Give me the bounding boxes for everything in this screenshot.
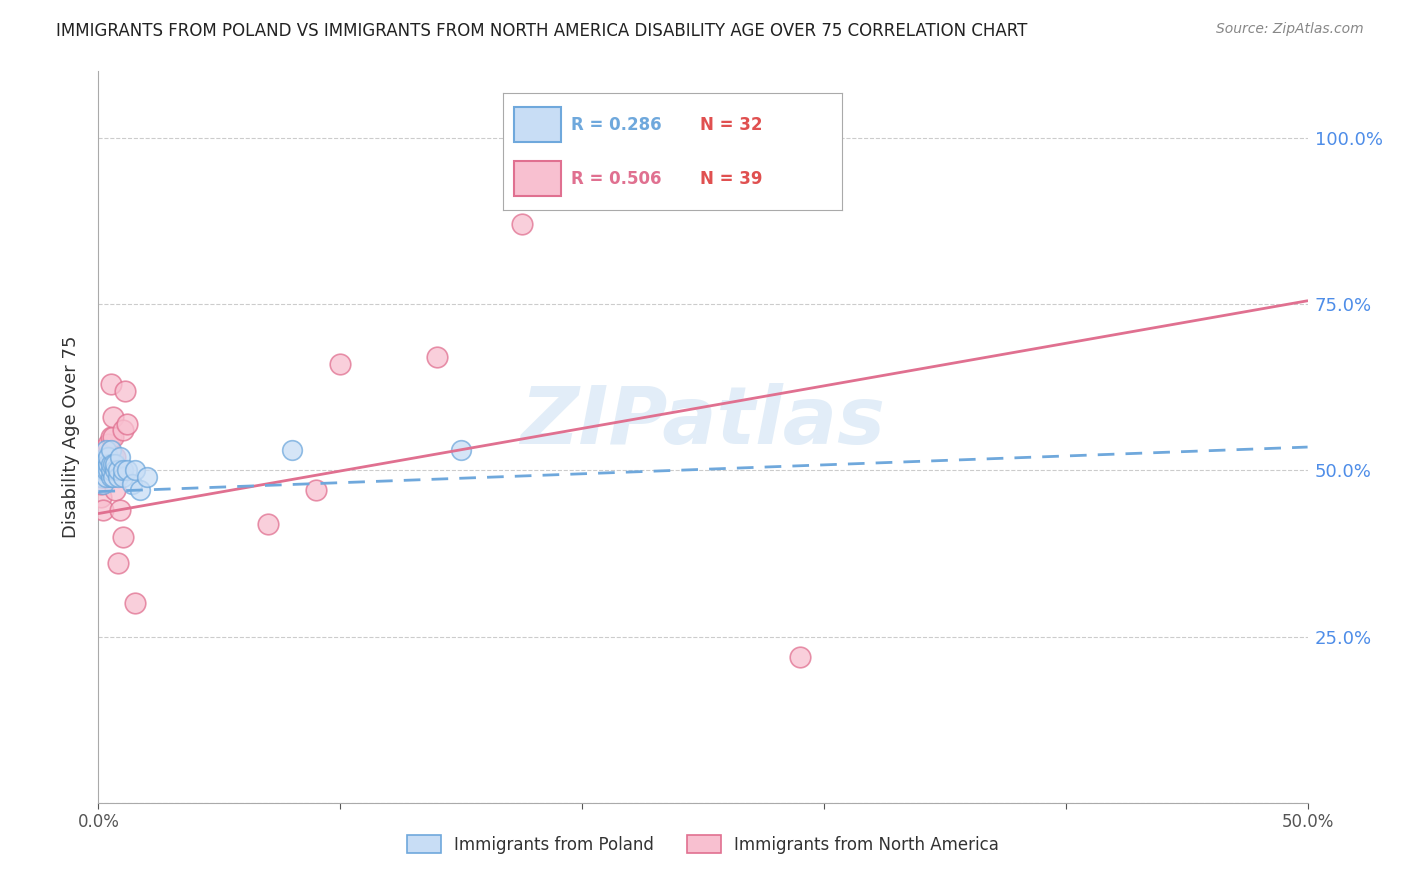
Point — [256, 516, 278, 531]
Point — [101, 450, 124, 464]
Point — [104, 463, 127, 477]
Point — [90, 463, 112, 477]
Point — [111, 530, 134, 544]
Point — [111, 470, 134, 484]
Point — [692, 131, 714, 145]
Point — [94, 450, 117, 464]
Text: Source: ZipAtlas.com: Source: ZipAtlas.com — [1216, 22, 1364, 37]
Point — [101, 430, 124, 444]
Point — [91, 503, 114, 517]
Point — [94, 450, 117, 464]
Point — [121, 476, 143, 491]
Text: ZIPatlas: ZIPatlas — [520, 384, 886, 461]
Point — [91, 470, 114, 484]
Point — [94, 457, 117, 471]
Point — [91, 457, 114, 471]
Point — [104, 483, 127, 498]
Point — [108, 503, 131, 517]
Point — [94, 443, 117, 458]
Point — [789, 649, 811, 664]
Point — [100, 463, 122, 477]
Text: IMMIGRANTS FROM POLAND VS IMMIGRANTS FROM NORTH AMERICA DISABILITY AGE OVER 75 C: IMMIGRANTS FROM POLAND VS IMMIGRANTS FRO… — [56, 22, 1028, 40]
Point — [117, 417, 139, 431]
Point — [426, 351, 449, 365]
Point — [91, 463, 114, 477]
Point — [305, 483, 328, 498]
Point — [97, 463, 120, 477]
Point — [108, 450, 131, 464]
Point — [97, 457, 120, 471]
Point — [100, 457, 122, 471]
Point — [104, 457, 127, 471]
Point — [94, 470, 117, 484]
Point — [100, 470, 122, 484]
Point — [91, 443, 114, 458]
Point — [100, 443, 122, 458]
Point — [91, 476, 114, 491]
Point — [101, 470, 124, 484]
Point — [124, 596, 146, 610]
Point — [97, 463, 120, 477]
Point — [94, 470, 117, 484]
Point — [97, 450, 120, 464]
Point — [97, 470, 120, 484]
Point — [124, 463, 146, 477]
Point — [90, 470, 112, 484]
Point — [117, 463, 139, 477]
Point — [97, 436, 120, 450]
Point — [111, 424, 134, 438]
Point — [91, 463, 114, 477]
Point — [100, 430, 122, 444]
Legend: Immigrants from Poland, Immigrants from North America: Immigrants from Poland, Immigrants from … — [401, 829, 1005, 860]
Point — [107, 557, 129, 571]
Y-axis label: Disability Age Over 75: Disability Age Over 75 — [62, 335, 80, 539]
Point — [107, 470, 129, 484]
Point — [135, 470, 157, 484]
Point — [281, 443, 304, 458]
Point — [128, 483, 150, 498]
Point — [90, 490, 112, 504]
Point — [97, 450, 120, 464]
Point — [90, 463, 112, 477]
Point — [91, 457, 114, 471]
Point — [114, 384, 136, 398]
Point — [100, 376, 122, 391]
Point — [90, 476, 112, 491]
Point — [107, 463, 129, 477]
Point — [94, 463, 117, 477]
Point — [329, 357, 352, 371]
Point — [101, 457, 124, 471]
Point — [101, 410, 124, 425]
Point — [510, 217, 533, 231]
Point — [111, 463, 134, 477]
Point — [90, 450, 112, 464]
Point — [94, 463, 117, 477]
Point — [104, 450, 127, 464]
Point — [450, 443, 472, 458]
Point — [100, 463, 122, 477]
